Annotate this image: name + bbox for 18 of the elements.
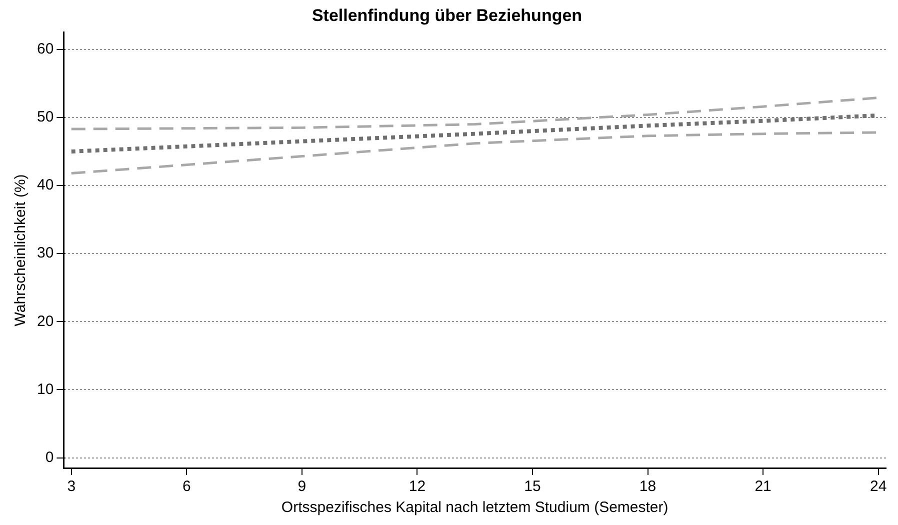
y-tick-label: 10: [36, 380, 54, 398]
x-tick-label: 21: [754, 478, 772, 496]
x-tick-label: 3: [67, 478, 76, 496]
y-tick-label: 40: [36, 176, 54, 194]
x-axis-title: Ortsspezifisches Kapital nach letztem Studium (Semester): [281, 499, 668, 516]
x-tick-label: 15: [524, 478, 541, 496]
x-tick-label: 18: [639, 478, 656, 496]
y-axis-title: Wahrscheinlichkeit (%): [12, 174, 30, 326]
y-tick-label: 60: [36, 40, 54, 58]
x-tick-label: 6: [182, 478, 191, 496]
x-tick-label: 9: [298, 478, 306, 496]
y-tick-label: 30: [36, 244, 54, 262]
chart-title: Stellenfindung über Beziehungen: [312, 6, 582, 25]
x-tick-label: 24: [870, 478, 887, 496]
y-tick-label: 0: [45, 448, 54, 466]
x-tick-label: 12: [408, 478, 426, 496]
y-tick-label: 20: [36, 312, 54, 330]
y-tick-label: 50: [36, 108, 54, 126]
